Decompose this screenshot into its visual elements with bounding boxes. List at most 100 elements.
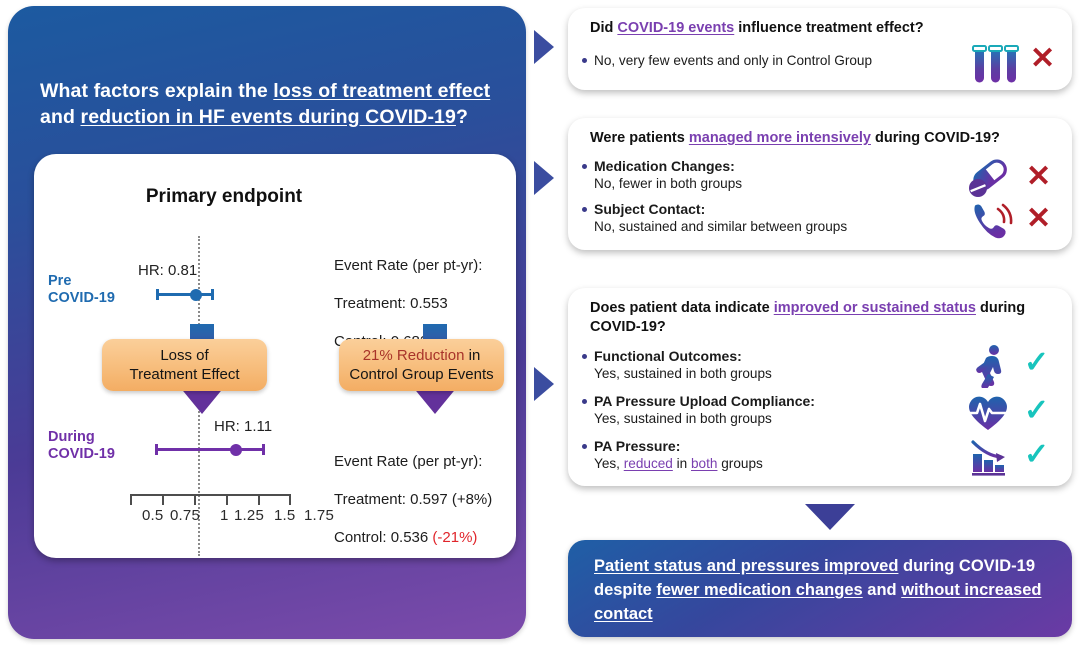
bullet-text: Yes, sustained in both groups — [594, 411, 772, 426]
bullet-body: PA Pressure Upload Compliance: Yes, sust… — [594, 393, 815, 426]
bullet-text-a: Yes, — [594, 456, 624, 471]
list-item: PA Pressure Upload Compliance: Yes, sust… — [582, 393, 1002, 427]
axis-tick — [130, 496, 132, 505]
event-rate-treatment-pre: Treatment: 0.553 — [334, 295, 448, 312]
bullet-text-link-1[interactable]: reduced — [623, 456, 673, 471]
row-label-during-covid: During COVID-19 — [48, 429, 115, 463]
axis-tick — [289, 496, 291, 505]
axis-tick — [258, 496, 260, 505]
question-part-b: during COVID-19? — [590, 300, 1026, 335]
bullet-text: No, fewer in both groups — [594, 176, 743, 191]
confidence-interval-during-covid — [155, 443, 265, 456]
card-covid-events: Did COVID-19 events influence treatment … — [568, 8, 1072, 90]
question-link[interactable]: COVID-19 events — [617, 20, 735, 36]
bullet-text: No, very few events and only in Control … — [594, 53, 873, 68]
bullet-body: Subject Contact: No, sustained and simil… — [594, 201, 848, 234]
axis-tick-label: 1.5 — [274, 507, 296, 524]
axis-tick — [226, 496, 228, 505]
bullet-label: PA Pressure Upload Compliance — [594, 393, 811, 409]
question-link[interactable]: improved or sustained status — [773, 300, 976, 316]
axis-tick — [194, 496, 196, 505]
event-rate-header-pre: Event Rate (per pt-yr): — [334, 257, 483, 274]
title-part-2: and — [40, 106, 81, 128]
status-badge-check: ✓ — [1024, 438, 1050, 471]
bar-chart-down-icon — [970, 436, 1014, 483]
title-highlight-2: reduction in HF events during COVID-19 — [80, 106, 456, 128]
left-panel: What factors explain the loss of treatme… — [8, 6, 526, 639]
conclusion-part-1: during COVID-19 despite — [594, 557, 1036, 599]
bullet-dot — [582, 354, 587, 359]
axis-tick-label: 0.75 — [170, 507, 200, 524]
title-part-1: What factors explain the — [40, 80, 274, 102]
callout-line1: Loss of — [160, 347, 209, 364]
hr-value-during-covid: HR: 1.11 — [214, 418, 273, 435]
callout-highlight: 21% Reduction — [362, 347, 465, 364]
question-link[interactable]: managed more intensively — [688, 130, 871, 146]
conclusion-highlight-1: Patient status and pressures improved — [594, 557, 899, 575]
axis-tick-label: 1 — [220, 507, 229, 524]
conclusion-highlight-2: fewer medication changes — [656, 581, 863, 599]
forest-plot: Pre COVID-19 HR: 0.81 Event Rate (per pt… — [34, 154, 516, 558]
ci-cap-right — [211, 289, 214, 300]
card-question: Were patients managed more intensively d… — [590, 129, 1040, 148]
bullet-body: PA Pressure: Yes, reduced in both groups — [594, 438, 763, 471]
ci-point-estimate — [230, 443, 242, 456]
page-title: What factors explain the loss of treatme… — [40, 78, 500, 130]
axis-tick — [162, 496, 164, 505]
ci-cap-left — [156, 289, 159, 300]
question-part-b: influence treatment effect? — [734, 20, 924, 36]
pills-icon — [966, 158, 1016, 203]
walking-person-icon — [972, 344, 1010, 393]
bullet-dot — [582, 164, 587, 169]
conclusion-part-2: and — [862, 581, 902, 599]
axis-tick-label: 1.75 — [304, 507, 334, 524]
bullet-label: Functional Outcomes — [594, 348, 738, 364]
confidence-interval-pre-covid — [156, 288, 214, 301]
status-badge-x: ✕ — [1026, 202, 1052, 235]
bullet-text: No, sustained and similar between groups — [594, 219, 848, 234]
list-item: No, very few events and only in Control … — [582, 52, 1002, 69]
heart-pulse-icon — [964, 392, 1012, 439]
row-label-pre-covid: Pre COVID-19 — [48, 273, 115, 307]
x-axis — [130, 494, 291, 505]
conclusion-highlight-3: without increased contact — [594, 581, 1042, 623]
event-rate-header-during: Event Rate (per pt-yr): — [334, 453, 483, 470]
title-highlight-1: loss of treatment effect — [273, 80, 491, 102]
ci-cap-left — [155, 444, 158, 455]
row-label-pre-line1: Pre — [48, 273, 72, 289]
list-item: Functional Outcomes: Yes, sustained in b… — [582, 348, 1002, 382]
status-badge-x: ✕ — [1030, 42, 1056, 75]
question-part-a: Does patient data indicate — [590, 300, 774, 316]
event-rate-during-covid: Event Rate (per pt-yr): Treatment: 0.597… — [334, 433, 492, 566]
event-rate-control-during: Control: 0.536 (-21%) — [334, 528, 492, 547]
hr-value-pre-covid: HR: 0.81 — [138, 262, 198, 279]
conclusion-banner: Patient status and pressures improved du… — [568, 540, 1072, 637]
row-label-pre-line2: COVID-19 — [48, 290, 115, 306]
list-item: Subject Contact: No, sustained and simil… — [582, 201, 1002, 235]
bullet-text-b: in — [672, 456, 691, 471]
bullet-text-c: groups — [717, 456, 763, 471]
connector-arrow-3 — [534, 367, 554, 401]
card-patient-status: Does patient data indicate improved or s… — [568, 288, 1072, 486]
list-item: Medication Changes: No, fewer in both gr… — [582, 158, 1002, 192]
callout-line2: Treatment Effect — [129, 366, 240, 383]
bullet-label: Subject Contact — [594, 201, 701, 217]
ci-point-estimate — [190, 288, 202, 301]
question-part-a: Were patients — [590, 130, 689, 146]
control-delta: (-21%) — [432, 529, 478, 546]
connector-arrow-2 — [534, 161, 554, 195]
bullet-body: Medication Changes: No, fewer in both gr… — [594, 158, 743, 191]
axis-tick-label: 1.25 — [234, 507, 264, 524]
bullet-dot — [582, 58, 587, 63]
bullet-dot — [582, 207, 587, 212]
card-question: Did COVID-19 events influence treatment … — [590, 19, 1040, 38]
status-badge-check: ✓ — [1024, 394, 1050, 427]
bullet-text-link-2[interactable]: both — [691, 456, 718, 471]
title-part-3: ? — [455, 106, 468, 128]
test-tubes-icon — [970, 44, 1022, 89]
callout-line2: Control Group Events — [349, 366, 494, 383]
callout-rest: in — [464, 347, 481, 364]
bullet-label: PA Pressure — [594, 438, 676, 454]
card-question: Does patient data indicate improved or s… — [590, 299, 1040, 337]
list-item: PA Pressure: Yes, reduced in both groups — [582, 438, 1002, 472]
